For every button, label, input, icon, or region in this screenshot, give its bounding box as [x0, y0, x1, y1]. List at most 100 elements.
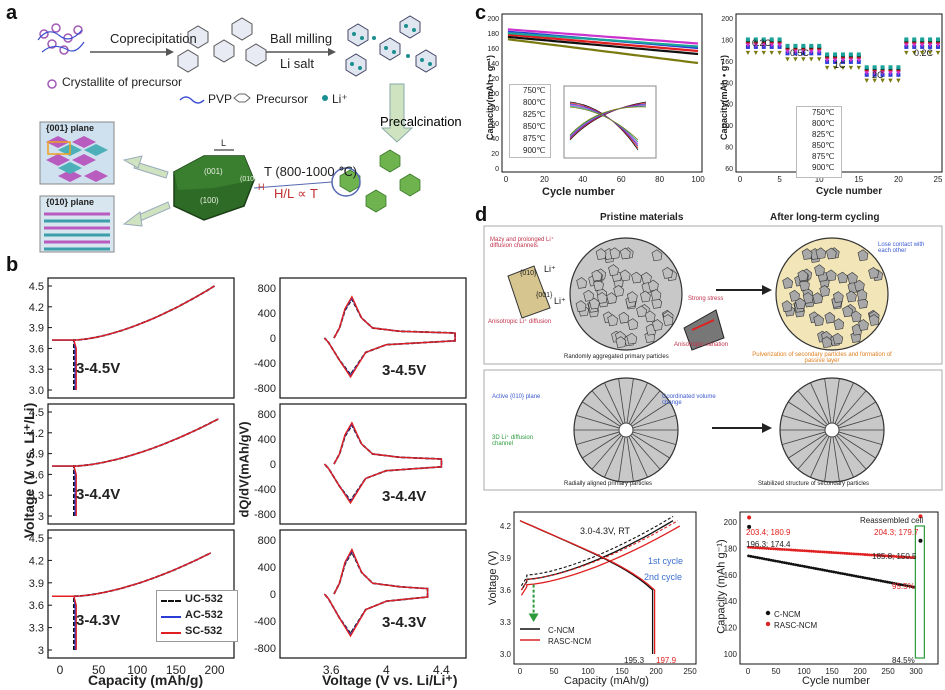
d-cycled-particle-grain-45: [856, 288, 868, 301]
d-br-black-pt-77: [789, 562, 793, 566]
d-br-black-pt-5: [749, 554, 753, 558]
c-right-point-3-2: [753, 43, 759, 48]
c-left-ytick-2: 160: [487, 46, 499, 53]
d-br-black-pt-265: [895, 582, 898, 586]
c-right-point-0-4: [769, 39, 774, 44]
c-left-ytick-9: 20: [491, 151, 499, 158]
c-left-ytick-5: 100: [487, 91, 499, 98]
d-bl-xlabel: Capacity (mAh/g): [564, 675, 649, 687]
c-left-ytick-1: 180: [487, 31, 499, 38]
d-br-black-pt-209: [863, 576, 867, 580]
panel-b: 4.5 4.2 3.9 3.6 3.3 3.0 800 400 0 -400 -800 4.5 4.2 3…: [0, 262, 470, 690]
c-right-point-4-12: [833, 52, 838, 57]
panel-label-a: a: [6, 2, 18, 24]
d-single-crystal-icon: [507, 265, 551, 319]
d-br-black-pt-85: [794, 563, 797, 567]
d-br-xtick-6: 300: [909, 667, 923, 676]
c-right-legend-900: 900℃: [812, 163, 835, 172]
d-br-red-pt-181: [847, 552, 851, 555]
b-left-ytick-2-5: 3: [38, 645, 44, 657]
d-note-random: Randomly aggregated primary particles: [564, 354, 669, 360]
d-br-red-pt-209: [863, 553, 867, 556]
d-br-black-pt-181: [847, 573, 851, 577]
d-br-black-pt-57: [778, 560, 782, 564]
d-br-xtick-3: 150: [825, 667, 839, 676]
d-pristine-particle-grain-55: [626, 332, 638, 345]
d-br-black-pt-281: [903, 584, 907, 587]
d-note-anisotropic-variation: Anisotropic variation: [674, 342, 729, 348]
d-cycled-particle-grain-54: [801, 248, 813, 260]
d-br-xlabel: Cycle number: [802, 675, 870, 687]
c-right-point-5-17: [872, 78, 877, 83]
d-br-red-pt-177: [845, 552, 849, 555]
d-br-black-pt-9: [751, 555, 755, 559]
c-left-xtick-5: 100: [691, 175, 705, 184]
d-br-red-pt-265: [895, 555, 898, 558]
c-right-point-0-14: [848, 54, 853, 59]
c-right-ytick-5: 100: [721, 123, 733, 130]
c-right-point-3-17: [872, 71, 877, 76]
d-pristine-particle-grain-54: [595, 248, 607, 260]
d-br-legend-cncm: C-NCM: [774, 610, 801, 619]
d-bl-charge2-black: [520, 515, 674, 586]
c-left-xtick-0: 0: [504, 175, 509, 184]
d-br-red-pt-189: [852, 552, 856, 556]
c-right-point-4-4: [769, 37, 774, 42]
d-br-black-pt-273: [899, 583, 903, 587]
d-br-val-6: 84.5%: [892, 656, 915, 665]
d-br-red-pt-1: [747, 545, 750, 549]
b-right-curve-0-2: [323, 295, 456, 379]
b-right-ytick-0-1: 400: [258, 308, 276, 320]
d-br-red-pt-97: [800, 549, 804, 553]
d-br-black-pt-285: [906, 584, 909, 588]
d-br-red-pt-169: [841, 551, 845, 555]
d-mid-arrow-head: [762, 423, 772, 433]
d-br-red-pt-121: [814, 550, 818, 553]
d-stable-particle-ray-21: [837, 414, 883, 429]
c-right-xtick-5: 25: [934, 175, 943, 184]
d-br-red-pt-137: [823, 550, 827, 554]
d-br-red-pt-201: [859, 552, 862, 556]
d-br-black-pt-1: [747, 554, 750, 558]
c-right-point-4-14: [848, 52, 853, 57]
plane-010-lattice-icon: [39, 195, 115, 253]
panel-b-charts: 4.54.23.93.63.33.08004000-400-8004.54.23…: [29, 277, 467, 677]
c-right-point-5-2: [753, 50, 759, 56]
c-right-point-4-5: [777, 37, 782, 42]
d-cycled-particle-grain-33: [795, 297, 806, 310]
c-right-point-0-24: [928, 39, 933, 44]
d-br-red-pt-125: [816, 550, 820, 554]
c-rate-5: 0.2C: [914, 48, 934, 58]
c-right-point-4-20: [896, 65, 901, 70]
c-right-point-5-8: [801, 57, 806, 62]
c-right-point-5-14: [848, 65, 854, 71]
li-legend-icon: [322, 95, 328, 101]
c-right-point-4-1: [745, 37, 750, 42]
d-cycled-particle-grain-42: [833, 318, 845, 330]
plane-001-label: {001} plane: [46, 123, 95, 133]
d-note-mazy: Mazy and prolonged Li⁺ diffusion channel…: [490, 237, 554, 249]
c-right-legend-850: 850℃: [812, 141, 835, 150]
c-right-point-3-8: [801, 49, 806, 54]
d-cycled-particle-grain-39: [825, 247, 837, 260]
d-br-black-pt-277: [901, 583, 905, 587]
d-br-red-pt-217: [868, 553, 871, 557]
d-br-val-2: 196.3; 174.4: [746, 540, 791, 549]
d-br-red-pt-93: [798, 549, 802, 552]
c-right-point-5-12: [832, 65, 838, 71]
c-right-point-0-18: [880, 67, 885, 72]
d-br-red-pt-289: [908, 555, 912, 559]
d-pristine-particle-grain-26: [636, 305, 647, 318]
c-right-point-4-13: [840, 52, 845, 57]
d-br-red-pt-109: [807, 549, 811, 553]
b-left-ytick-1-3: 3.6: [29, 469, 44, 481]
step-li-salt: Li salt: [280, 56, 314, 71]
b-right-ytick-2-3: -400: [254, 616, 276, 628]
d-note-radial: Radially aligned primary particles: [564, 481, 653, 487]
d-pristine-particle-grain-52: [640, 290, 651, 303]
d-br-black-pt-149: [830, 570, 833, 573]
d-stable-particle-ray-4: [834, 435, 854, 478]
d-br-red-pt-25: [760, 546, 764, 550]
d-pristine-particle-grain-27: [606, 292, 618, 304]
b-left-curve-2-2: [73, 552, 212, 650]
